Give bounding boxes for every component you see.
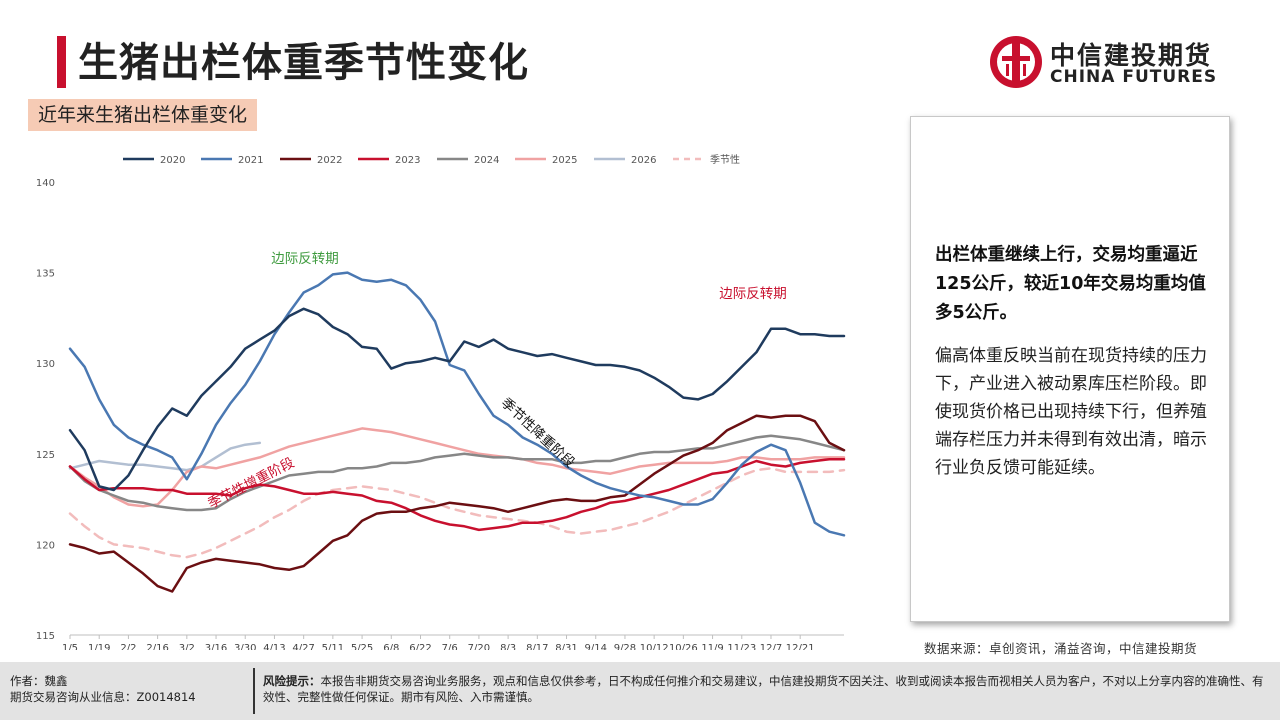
x-tick-label: 4/27 (292, 643, 314, 650)
logo-chinese-name: 中信建投期货 (1050, 41, 1213, 70)
series-line-2020 (68, 307, 846, 492)
footer-disclaimer: 作者：魏鑫 期货交易咨询从业信息：Z0014814 风险提示：本报告非期货交易咨… (0, 662, 1280, 720)
series-line-2024 (68, 434, 846, 512)
risk-text: 本报告非期货交易咨询业务服务，观点和信息仅供参考，日不构成任何推介和交易建议，中… (263, 674, 1264, 704)
legend-label: 2022 (317, 155, 342, 166)
x-tick-label: 12/7 (760, 643, 782, 650)
x-tick-label: 12/21 (786, 643, 815, 650)
y-tick-label: 125 (36, 450, 55, 461)
weight-line-chart: 115 120 125 130 135 140 1/5 1/19 2/2 2/16 3/2 3/16 3… (36, 153, 846, 650)
x-tick-label: 10/12 (640, 643, 669, 650)
x-tick-label: 11/9 (701, 643, 723, 650)
x-tick-label: 4/13 (263, 643, 285, 650)
author-info: 作者：魏鑫 期货交易咨询从业信息：Z0014814 (10, 673, 196, 705)
chart-annotation: 边际反转期 (271, 251, 339, 267)
x-tick-label: 8/17 (526, 643, 548, 650)
y-tick-label: 130 (36, 359, 55, 370)
legend-label: 2025 (552, 155, 577, 166)
x-tick-label: 8/3 (500, 643, 516, 650)
x-tick-label: 5/25 (351, 643, 373, 650)
x-tick-label: 3/2 (179, 643, 195, 650)
series-line-2025 (68, 427, 846, 508)
series-line-2026 (68, 441, 262, 472)
x-tick-label: 1/19 (88, 643, 110, 650)
chart-annotation: 季节性增重阶段 (205, 455, 296, 512)
risk-disclaimer: 风险提示：本报告非期货交易咨询业务服务，观点和信息仅供参考，日不构成任何推介和交… (263, 673, 1268, 705)
x-tick-label: 7/20 (468, 643, 490, 650)
y-tick-label: 120 (36, 540, 55, 551)
legend-label: 2023 (395, 155, 420, 166)
x-tick-label: 6/22 (409, 643, 431, 650)
page-title: 生猪出栏体重季节性变化 (78, 40, 529, 86)
x-tick-label: 2/16 (146, 643, 168, 650)
x-tick-label: 5/11 (322, 643, 344, 650)
commentary-body: 偏高体重反映当前在现货持续的压力下，产业进入被动累库压栏阶段。即使现货价格已出现… (935, 346, 1207, 478)
logo-english-name: CHINA FUTURES (1050, 67, 1218, 87)
x-tick-label: 3/16 (205, 643, 227, 650)
series-line-2021 (68, 271, 846, 537)
x-tick-label: 3/30 (234, 643, 256, 650)
legend-label: 2024 (474, 155, 499, 166)
y-tick-label: 135 (36, 269, 55, 280)
x-tick-label: 8/31 (555, 643, 577, 650)
x-tick-label: 2/2 (120, 643, 136, 650)
risk-label: 风险提示： (263, 674, 321, 688)
commentary-lead: 出栏体重继续上行，交易均重逼近125公斤，较近10年交易均重均值多5公斤。 (935, 245, 1206, 323)
commentary-panel: 出栏体重继续上行，交易均重逼近125公斤，较近10年交易均重均值多5公斤。 偏高… (910, 116, 1230, 622)
chart-subtitle: 近年来生猪出栏体重变化 (28, 99, 258, 131)
legend-label: 2026 (631, 155, 656, 166)
x-tick-label: 7/6 (442, 643, 458, 650)
author-name: 作者：魏鑫 (10, 674, 68, 688)
y-tick-label: 140 (36, 178, 55, 189)
x-tick-label: 6/8 (383, 643, 399, 650)
x-tick-label: 9/28 (614, 643, 636, 650)
x-tick-label: 9/14 (585, 643, 607, 650)
legend-label: 2020 (160, 155, 185, 166)
x-tick-label: 1/5 (62, 643, 78, 650)
title-accent-bar (57, 36, 66, 88)
x-tick-label: 11/23 (727, 643, 756, 650)
data-source: 数据来源：卓创资讯，涌益咨询，中信建投期货 (924, 641, 1198, 656)
company-logo: 中信建投期货 CHINA FUTURES (988, 34, 1228, 94)
citic-logo-icon (990, 36, 1042, 88)
author-license: 期货交易咨询从业信息：Z0014814 (10, 690, 196, 704)
series-line-2023 (68, 457, 846, 532)
x-tick-label: 10/26 (669, 643, 698, 650)
series-line-季节性 (68, 467, 846, 559)
series-line-2022 (68, 414, 846, 593)
legend-label: 季节性 (710, 153, 740, 166)
legend-label: 2021 (238, 155, 263, 166)
chart-annotation: 边际反转期 (719, 286, 787, 302)
footer-divider (253, 668, 255, 714)
y-tick-label: 115 (36, 631, 55, 642)
